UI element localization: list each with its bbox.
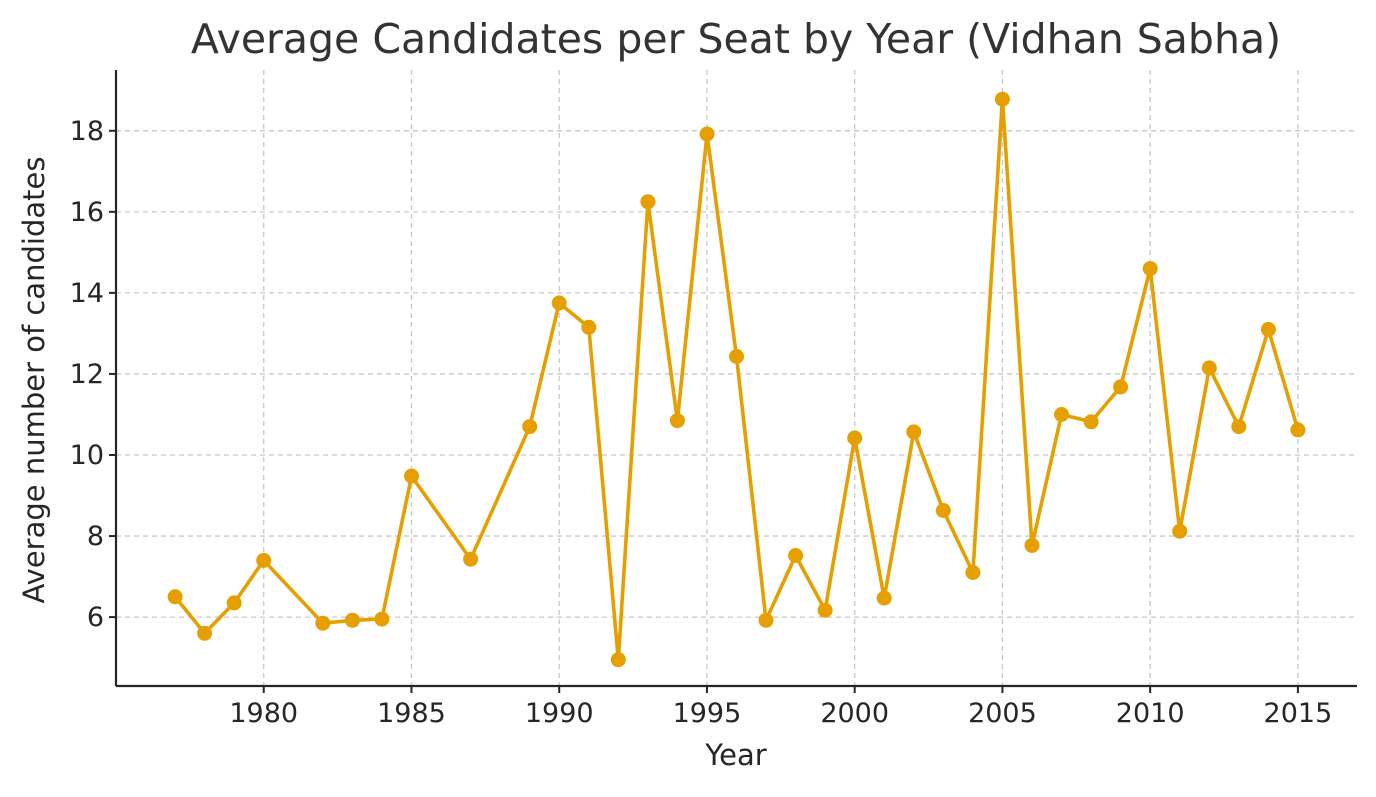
series-line [173, 97, 1300, 662]
data-point [994, 91, 1010, 107]
data-point [935, 503, 951, 518]
data-point [374, 611, 390, 627]
data-point [906, 424, 922, 440]
data-point [197, 625, 213, 641]
data-point [1172, 523, 1188, 539]
y-axis-label: Average number of candidates [17, 157, 51, 604]
data-point [1231, 419, 1247, 435]
y-tick-label: 10 [70, 440, 104, 471]
data-point [1113, 379, 1129, 395]
data-point [522, 419, 538, 435]
data-point [729, 349, 744, 364]
x-tick-label: 1995 [673, 698, 742, 729]
data-point [1083, 414, 1099, 430]
data-point [167, 589, 183, 605]
x-tick-label: 2010 [1116, 698, 1185, 729]
data-point [551, 295, 567, 311]
y-tick-label: 12 [70, 359, 104, 390]
y-tick-label: 16 [70, 197, 104, 228]
x-axis-label: Year [704, 738, 766, 772]
data-point [669, 413, 685, 429]
x-tick-label: 2015 [1264, 698, 1333, 729]
grid [116, 70, 1357, 686]
x-tick-label: 2005 [968, 698, 1037, 729]
data-point [876, 590, 892, 606]
y-tick-label: 8 [87, 521, 104, 552]
data-point [1142, 261, 1158, 277]
data-point [640, 194, 656, 210]
y-tick-label: 18 [70, 116, 104, 147]
data-point [1054, 407, 1069, 422]
data-point [965, 565, 981, 580]
chart-title: Average Candidates per Seat by Year (Vid… [191, 15, 1281, 63]
data-point [581, 319, 597, 335]
data-point [1260, 321, 1276, 337]
axes [109, 70, 1357, 693]
y-tick-label: 14 [70, 278, 104, 309]
data-point [404, 468, 419, 484]
data-point [1201, 360, 1217, 376]
data-point [758, 612, 774, 628]
x-tick-label: 1985 [377, 698, 446, 729]
tick-labels: 1980 1985 1990 1995 2000 2005 2010 2015 6 8 10 12 14… [70, 116, 1333, 729]
series [167, 91, 1306, 668]
x-tick-label: 1990 [525, 698, 594, 729]
data-point [1024, 537, 1040, 553]
data-point [256, 552, 272, 568]
data-point [315, 615, 331, 631]
data-point [226, 595, 242, 611]
data-point [1290, 422, 1306, 438]
data-point [788, 548, 804, 563]
data-point [610, 652, 626, 668]
data-point [847, 430, 863, 446]
x-tick-label: 2000 [820, 698, 889, 729]
data-point [463, 551, 479, 567]
data-point [699, 126, 715, 142]
data-point [344, 612, 360, 628]
data-point [817, 602, 833, 618]
y-tick-label: 6 [87, 602, 104, 633]
x-tick-label: 1980 [229, 698, 298, 729]
